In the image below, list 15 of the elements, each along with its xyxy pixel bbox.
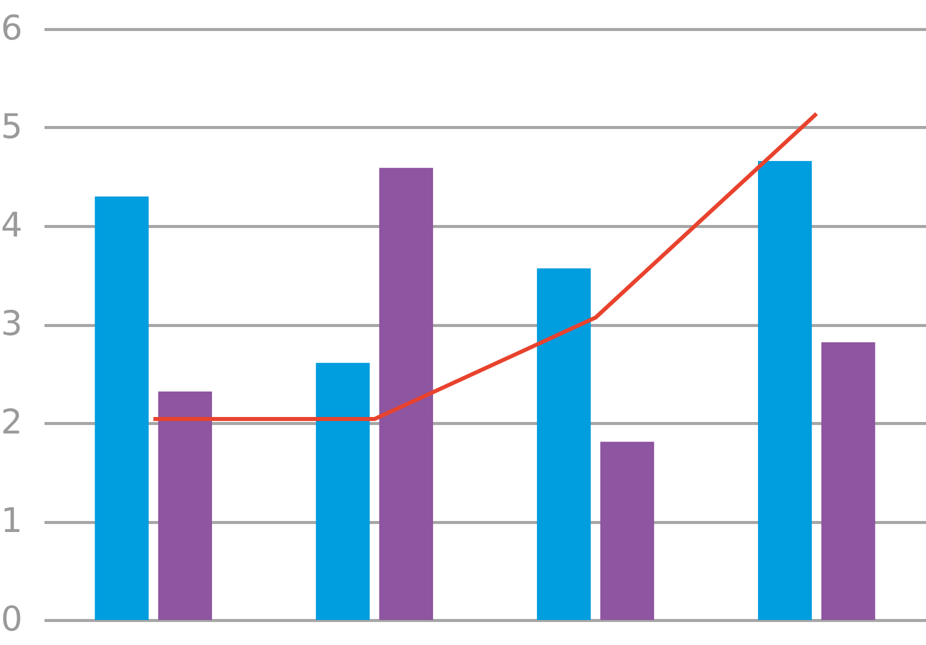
y-tick-label: 0 (0, 600, 22, 640)
y-tick-label: 2 (0, 402, 22, 442)
bar (536, 268, 591, 620)
bar (316, 362, 370, 620)
bar (158, 391, 212, 620)
y-tick-label: 1 (0, 501, 22, 541)
y-tick-label: 4 (0, 206, 22, 246)
y-tick-label: 3 (0, 304, 22, 344)
bar (94, 196, 149, 620)
bar (600, 442, 654, 620)
bar (379, 168, 434, 620)
y-tick-label: 5 (0, 107, 22, 147)
bar (758, 160, 812, 620)
y-tick-label: 6 (0, 8, 22, 48)
bar (821, 342, 876, 620)
